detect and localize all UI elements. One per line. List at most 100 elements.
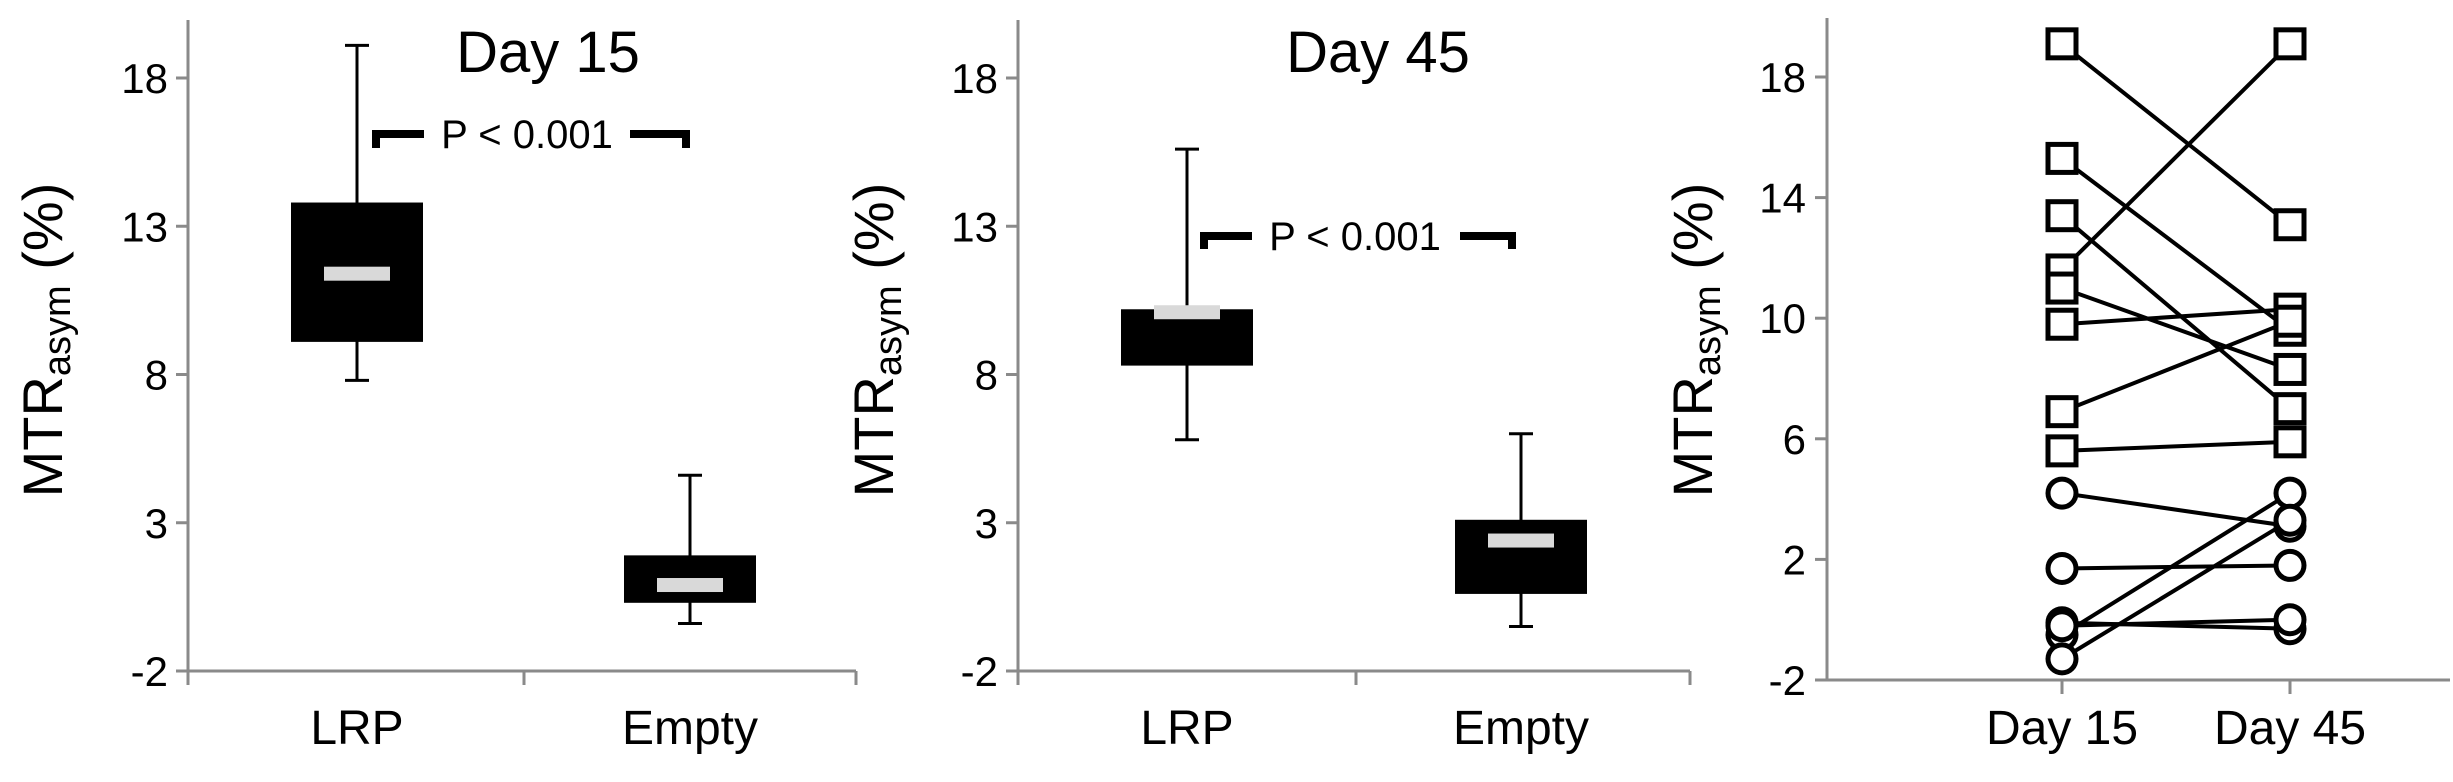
svg-text:MTRasym (%): MTRasym (%) xyxy=(1661,183,1729,498)
square-marker xyxy=(2045,27,2079,61)
svg-text:MTRasym (%): MTRasym (%) xyxy=(842,183,910,498)
box-lrp xyxy=(1121,147,1253,442)
panel-day45-y-tick-label: 13 xyxy=(951,203,998,250)
panel-day15-title: Day 15 xyxy=(456,20,640,85)
circle-marker xyxy=(2273,548,2307,582)
pair-line xyxy=(2061,319,2291,414)
pair-line xyxy=(2061,617,2291,628)
median-marker xyxy=(1488,533,1554,548)
panel-day45-title: Day 45 xyxy=(1286,20,1470,85)
panel-day45-significance: P < 0.001 xyxy=(1200,215,1516,259)
panel-day45-bracket-left xyxy=(1200,232,1252,249)
pair-line xyxy=(2061,307,2291,327)
panel-day15-y-axis-label-main: MTR xyxy=(11,376,74,497)
median-marker xyxy=(657,578,723,593)
panel-day15-boxes xyxy=(291,43,756,626)
circle-marker xyxy=(2045,642,2079,676)
panel-paired: MTRasym (%) -2 2 6 10 14 18 Day 15 Day 45 xyxy=(1661,18,2450,755)
panel-paired-category-day45: Day 45 xyxy=(2214,702,2366,755)
panel-day15-y-ticks: -2 3 8 13 18 xyxy=(121,55,188,695)
panel-day45-y-axis-label-main: MTR xyxy=(842,376,905,497)
circle-marker xyxy=(2045,476,2079,510)
panel-paired-y-tick-label: 6 xyxy=(1783,416,1806,463)
panel-day15-y-tick-label: 3 xyxy=(145,500,168,547)
panel-paired-y-tick-label: -2 xyxy=(1769,657,1806,704)
panel-paired-markers xyxy=(2045,27,2307,676)
pair-line xyxy=(2061,439,2291,453)
panel-day15: Day 15 MTRasym (%) -2 3 8 13 18 P < 0.001 LR… xyxy=(11,20,858,755)
panel-paired-y-tick-label: 14 xyxy=(1759,175,1806,222)
panel-day45: Day 45 MTRasym (%) -2 3 8 13 18 P < 0.001 LR… xyxy=(842,20,1692,755)
panel-day45-boxes xyxy=(1121,147,1587,629)
circle-marker xyxy=(2045,551,2079,585)
box-empty xyxy=(1455,432,1587,629)
panel-paired-y-axis-label-unit: (%) xyxy=(1661,183,1724,286)
panel-day15-bracket-right xyxy=(630,130,690,148)
square-marker xyxy=(2273,208,2307,242)
panel-day45-y-axis-label: MTRasym (%) xyxy=(842,183,910,498)
panel-day15-y-tick-label: 18 xyxy=(121,55,168,102)
panel-day15-y-axis-label-unit: (%) xyxy=(11,183,74,286)
panel-paired-y-tick-label: 2 xyxy=(1783,536,1806,583)
panel-day45-bracket-right xyxy=(1460,232,1516,249)
panel-day15-bracket-left xyxy=(372,130,424,148)
square-marker xyxy=(2273,425,2307,459)
square-marker xyxy=(2273,304,2307,338)
panel-paired-axes xyxy=(1825,18,2450,694)
panel-day15-y-tick-label: -2 xyxy=(131,648,168,695)
median-marker xyxy=(1154,305,1220,320)
panel-day45-y-tick-label: -2 xyxy=(961,648,998,695)
panel-day45-y-tick-label: 8 xyxy=(975,352,998,399)
panel-paired-y-tick-label: 18 xyxy=(1759,54,1806,101)
box-body xyxy=(1455,519,1587,594)
panel-day45-y-tick-label: 3 xyxy=(975,500,998,547)
panel-day15-axes xyxy=(186,20,858,685)
panel-day45-category-empty: Empty xyxy=(1453,702,1589,755)
square-marker xyxy=(2273,352,2307,386)
panel-day15-category-empty: Empty xyxy=(622,702,758,755)
panel-day45-axes xyxy=(1016,20,1692,685)
square-marker xyxy=(2045,271,2079,305)
square-marker xyxy=(2273,27,2307,61)
pair-line xyxy=(2060,214,2292,411)
pair-line xyxy=(2060,156,2292,332)
panel-paired-lines xyxy=(2060,42,2292,661)
panel-paired-y-tick-label: 10 xyxy=(1759,295,1806,342)
pair-line xyxy=(2061,286,2291,372)
panel-day15-y-tick-label: 13 xyxy=(121,203,168,250)
panel-paired-y-ticks: -2 2 6 10 14 18 xyxy=(1759,54,1827,704)
pair-line xyxy=(2060,491,2292,637)
panel-day45-y-ticks: -2 3 8 13 18 xyxy=(951,55,1018,695)
panel-day45-p-value: P < 0.001 xyxy=(1269,215,1441,259)
box-lrp xyxy=(291,43,423,382)
pair-line xyxy=(2060,518,2292,661)
circle-marker xyxy=(2273,476,2307,510)
svg-text:MTRasym (%): MTRasym (%) xyxy=(11,183,79,498)
pair-line xyxy=(2061,563,2291,571)
panel-day15-p-value: P < 0.001 xyxy=(441,113,613,157)
pair-line xyxy=(2061,491,2291,529)
square-marker xyxy=(2273,392,2307,426)
panel-paired-y-axis-label-sub: asym xyxy=(1687,285,1729,376)
circle-marker xyxy=(2045,609,2079,643)
panel-day45-y-tick-label: 18 xyxy=(951,55,998,102)
panel-day15-category-lrp: LRP xyxy=(310,702,403,755)
panel-paired-category-day15: Day 15 xyxy=(1986,702,2138,755)
panel-day15-y-axis-label: MTRasym (%) xyxy=(11,183,79,498)
square-marker xyxy=(2045,434,2079,468)
pair-line xyxy=(2060,42,2292,272)
pair-line xyxy=(2060,42,2292,227)
median-marker xyxy=(324,266,390,281)
panel-day45-y-axis-label-unit: (%) xyxy=(842,183,905,286)
panel-day15-y-axis-label-sub: asym xyxy=(37,285,79,376)
panel-paired-y-axis-label: MTRasym (%) xyxy=(1661,183,1729,498)
panel-day15-y-tick-label: 8 xyxy=(145,352,168,399)
circle-marker xyxy=(2273,603,2307,637)
square-marker xyxy=(2045,395,2079,429)
square-marker xyxy=(2045,307,2079,341)
square-marker xyxy=(2045,141,2079,175)
panel-day15-significance: P < 0.001 xyxy=(372,113,690,157)
box-empty xyxy=(624,473,756,626)
panel-paired-y-axis-label-main: MTR xyxy=(1661,376,1724,497)
